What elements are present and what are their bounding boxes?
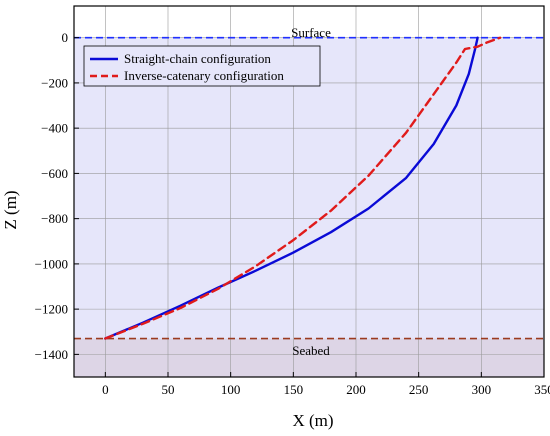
ticks: 0 50 100 150 200 250 300 350 0 −200 −400 −600 −800 −1… — [35, 30, 550, 397]
background-regions — [74, 6, 544, 377]
water-region — [74, 37, 544, 339]
y-tick-label: −800 — [41, 211, 68, 226]
air-region — [74, 6, 544, 38]
legend: Straight-chain configuration Inverse-cat… — [83, 45, 321, 87]
x-tick-label: 0 — [102, 382, 109, 397]
series-layer — [104, 36, 502, 340]
legend-label-inverse-catenary: Inverse-catenary configuration — [124, 68, 284, 83]
series-line-1 — [104, 36, 502, 340]
y-tick-label: −200 — [41, 75, 68, 90]
x-axis-title: X (m) — [292, 411, 333, 430]
y-tick-label: −1000 — [35, 256, 68, 271]
legend-label-straight-chain: Straight-chain configuration — [124, 51, 271, 66]
x-tick-label: 350 — [534, 382, 550, 397]
y-tick-label: −1400 — [35, 347, 68, 362]
level-lines — [74, 36, 544, 340]
surface-annotation: Surface — [291, 25, 331, 40]
series-line-0 — [104, 36, 479, 340]
y-tick-label: −400 — [41, 121, 68, 136]
x-tick-label: 50 — [162, 382, 175, 397]
x-tick-label: 200 — [346, 382, 366, 397]
y-tick-label: 0 — [62, 30, 69, 45]
legend-box — [83, 45, 321, 87]
x-tick-label: 300 — [472, 382, 492, 397]
seabed-region — [74, 338, 544, 377]
x-tick-label: 100 — [221, 382, 241, 397]
plot-frame — [73, 5, 545, 378]
x-tick-label: 250 — [409, 382, 429, 397]
seabed-annotation: Seabed — [292, 343, 330, 358]
x-tick-label: 150 — [284, 382, 304, 397]
y-tick-label: −600 — [41, 166, 68, 181]
y-axis-title: Z (m) — [1, 190, 20, 229]
y-tick-label: −1200 — [35, 302, 68, 317]
